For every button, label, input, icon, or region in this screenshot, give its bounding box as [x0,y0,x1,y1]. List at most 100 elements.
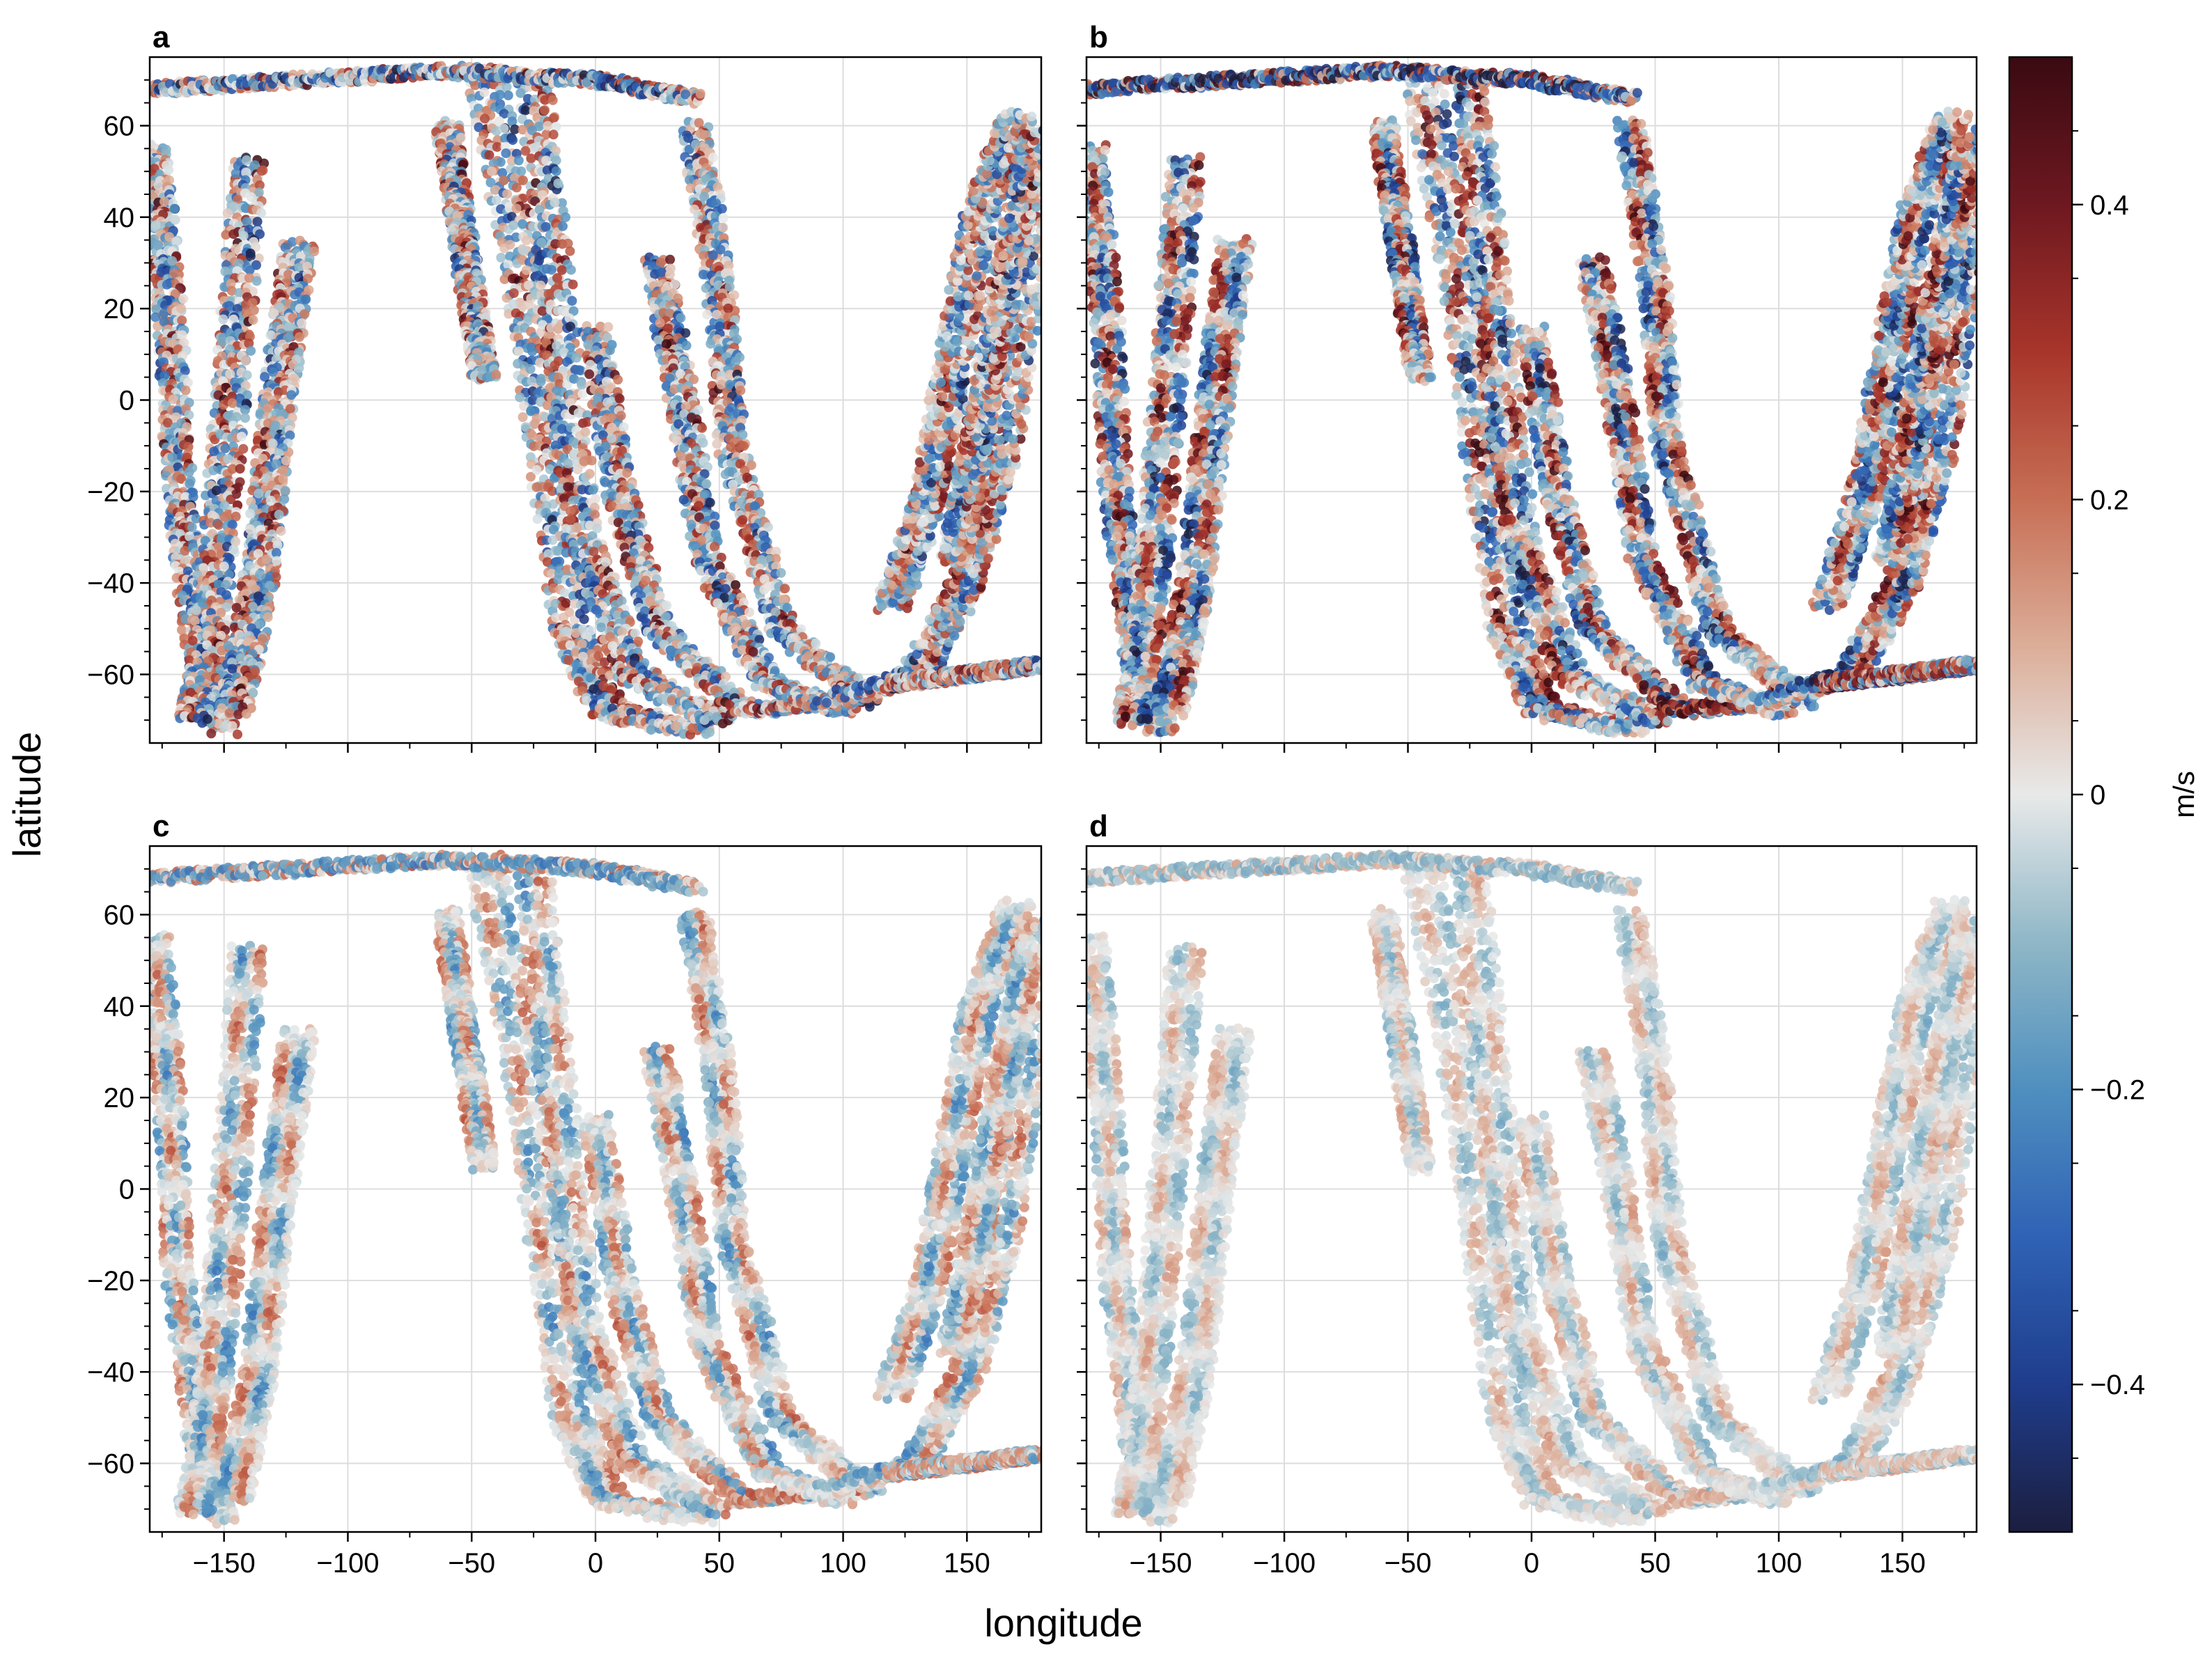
data-point [687,723,698,733]
data-point [571,352,582,363]
data-point [222,208,233,219]
data-point [245,508,256,519]
data-point [248,315,258,325]
data-point [261,554,272,565]
data-point [169,269,179,279]
data-point [515,392,525,402]
data-point [278,474,288,484]
data-point [231,169,241,179]
data-point [551,155,561,166]
data-point [156,267,166,278]
data-point [590,494,600,504]
data-point [586,455,597,466]
data-point [180,546,190,556]
data-point [151,304,162,315]
data-point [508,288,519,298]
data-point [501,148,511,159]
data-point [231,602,242,613]
data-point [613,375,623,385]
data-point [153,240,163,251]
data-point [185,531,195,542]
data-point [164,232,174,242]
data-point [176,474,187,484]
data-point [240,413,250,423]
data-point [670,721,680,731]
data-point [616,411,626,421]
data-point [281,455,291,466]
data-point [233,729,242,740]
data-point [563,458,573,469]
data-point [150,220,161,230]
data-point [236,432,247,441]
data-point [526,153,536,164]
data-point [641,575,651,586]
scatter-a [137,61,1041,740]
data-point [228,229,239,240]
data-point [178,294,189,304]
data-point [614,393,625,404]
data-point [667,696,677,706]
data-point [245,251,256,261]
data-point [185,478,195,489]
data-point [480,114,490,124]
data-point [297,318,307,329]
data-point [223,641,233,651]
data-point [254,488,264,499]
data-point [176,303,186,313]
data-point [285,404,295,414]
data-point [534,121,545,132]
data-point [574,365,584,375]
data-point [518,245,529,256]
data-point [487,166,497,176]
data-point [572,523,582,533]
data-point [553,178,563,189]
data-point [216,607,226,618]
data-point [646,725,656,735]
data-point [301,294,311,304]
data-point [272,556,282,566]
data-point [140,174,150,184]
data-point [543,120,553,131]
data-point [157,431,167,441]
data-point [563,482,573,492]
data-point [180,385,191,396]
data-point [536,281,546,290]
data-point [559,588,570,598]
data-point [227,664,237,674]
data-point [241,709,251,719]
data-point [171,237,182,247]
data-point [187,522,197,533]
data-point [573,408,584,419]
data-point [561,212,570,222]
data-point [511,203,522,214]
data-point [206,728,217,739]
data-point [225,369,235,380]
data-point [540,105,550,116]
data-point [536,237,547,248]
data-point [553,356,563,366]
data-point [177,315,187,326]
data-point [235,464,245,474]
data-point [514,346,524,357]
data-point [137,152,147,162]
data-point [548,130,559,140]
data-point [592,523,602,533]
data-point [221,590,232,600]
data-point [541,155,552,166]
data-point [169,203,180,214]
data-point [286,390,297,400]
data-point [503,91,513,100]
data-point [531,464,542,475]
data-point [566,265,576,275]
data-point [162,418,173,428]
data-point [157,378,168,389]
data-point [220,443,231,453]
data-point [577,639,587,649]
data-point [547,95,558,105]
data-point [553,546,563,556]
data-point [580,427,591,437]
data-point [521,235,531,246]
data-point [251,276,262,286]
